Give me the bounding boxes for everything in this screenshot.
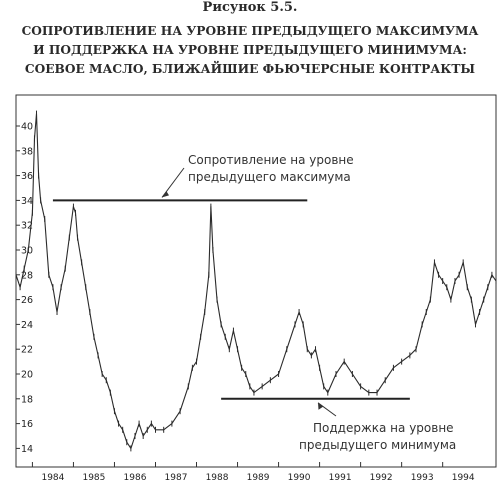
annotations: Сопротивление на уровне предыдущего макси… bbox=[161, 153, 456, 452]
x-tick-label: 1991 bbox=[329, 473, 352, 483]
plot-frame bbox=[15, 94, 497, 468]
price-series bbox=[15, 110, 497, 452]
support-arrowhead bbox=[318, 402, 323, 410]
y-tick-label: 40 bbox=[21, 122, 33, 133]
level-lines bbox=[52, 199, 410, 400]
x-tick-label: 1984 bbox=[41, 473, 64, 483]
x-tick-label: 1988 bbox=[206, 473, 229, 483]
y-tick-label: 28 bbox=[21, 270, 33, 281]
x-tick-label: 1985 bbox=[82, 473, 105, 483]
y-tick-label: 30 bbox=[21, 246, 33, 257]
support-annotation-text: Поддержка на уровне bbox=[313, 421, 454, 435]
x-tick-label: 1989 bbox=[247, 473, 270, 483]
x-tick-label: 1990 bbox=[288, 473, 311, 483]
y-tick-label: 34 bbox=[21, 196, 33, 207]
x-tick-label: 1992 bbox=[370, 473, 393, 483]
y-tick-label: 18 bbox=[21, 394, 33, 405]
y-tick-label: 22 bbox=[21, 345, 33, 356]
y-tick-label: 36 bbox=[21, 171, 33, 182]
figure-title-line-1: СОПРОТИВЛЕНИЕ НА УРОВНЕ ПРЕДЫДУЩЕГО МАКС… bbox=[21, 24, 479, 38]
y-tick-label: 26 bbox=[21, 295, 33, 306]
support-annotation-text: предыдущего минимума bbox=[299, 438, 456, 452]
y-axis-ticks: 14 16 18 20 22 24 26 28 30 32 34 36 38 40 bbox=[16, 122, 33, 455]
figure-label: Рисунок 5.5. bbox=[202, 0, 298, 15]
resistance-annotation-text: Сопротивление на уровне bbox=[188, 153, 354, 167]
resistance-arrow bbox=[161, 167, 185, 198]
figure-title-line-2: И ПОДДЕРЖКА НА УРОВНЕ ПРЕДЫДУЩЕГО МИНИМУ… bbox=[33, 43, 467, 57]
support-arrow bbox=[317, 402, 337, 417]
y-tick-label: 20 bbox=[21, 370, 33, 381]
x-axis-ticks: 1984 1985 1986 1987 1988 1989 1990 1991 1992 1993… bbox=[31, 462, 475, 483]
y-tick-label: 14 bbox=[21, 444, 33, 455]
resistance-annotation-text: предыдущего максимума bbox=[188, 170, 351, 184]
figure-title: СОПРОТИВЛЕНИЕ НА УРОВНЕ ПРЕДЫДУЩЕГО МАКС… bbox=[0, 22, 500, 79]
figure-title-line-3: СОЕВОЕ МАСЛО, БЛИЖАЙШИЕ ФЬЮЧЕРСНЫЕ КОНТР… bbox=[24, 62, 476, 76]
y-tick-label: 38 bbox=[21, 146, 33, 157]
y-tick-label: 16 bbox=[21, 419, 33, 430]
x-tick-label: 1987 bbox=[165, 473, 188, 483]
y-tick-label: 24 bbox=[21, 320, 33, 331]
x-tick-label: 1994 bbox=[452, 473, 475, 483]
resistance-arrowhead bbox=[162, 191, 169, 198]
x-tick-label: 1993 bbox=[411, 473, 434, 483]
x-tick-label: 1986 bbox=[124, 473, 147, 483]
y-tick-label: 32 bbox=[21, 221, 33, 232]
